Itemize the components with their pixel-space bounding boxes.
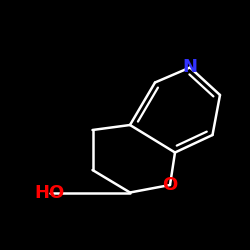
Text: O: O (162, 176, 178, 194)
Text: N: N (182, 58, 198, 76)
Text: HO: HO (35, 184, 65, 202)
